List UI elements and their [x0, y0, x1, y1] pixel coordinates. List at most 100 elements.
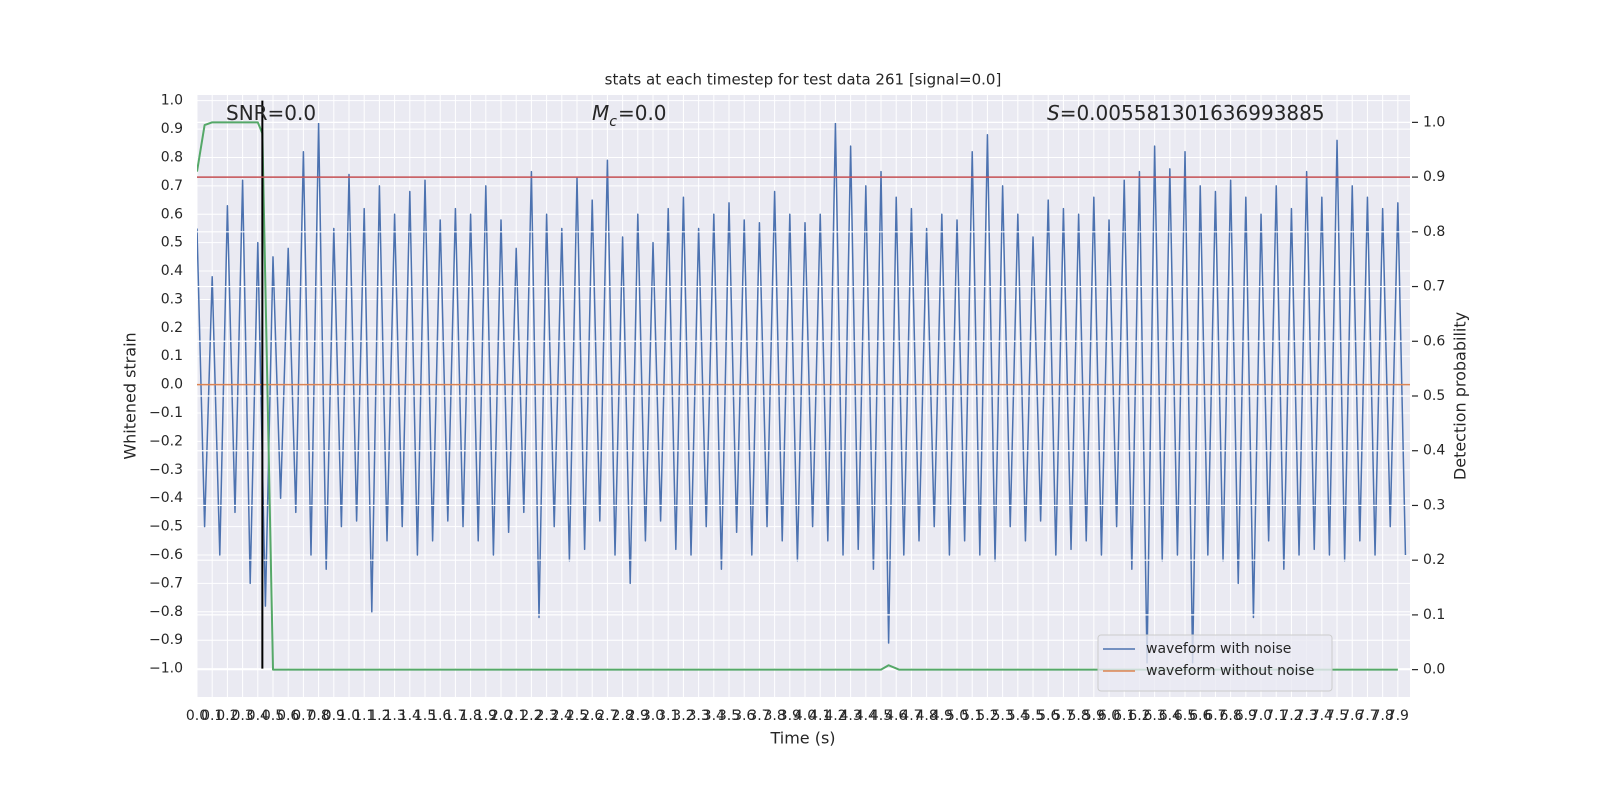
x-tick-label: 5.0 [946, 708, 968, 724]
y-tick-label: 0.1 [161, 348, 183, 364]
legend-label: waveform without noise [1146, 663, 1314, 679]
x-tick-label: 6.8 [1220, 708, 1242, 724]
annotation-text: SNR=0.0 [226, 101, 316, 125]
x-tick-label: 1.8 [459, 708, 481, 724]
x-tick-label: 5.4 [1007, 708, 1029, 724]
x-tick-label: 0.5 [262, 708, 284, 724]
x-tick-label: 4.6 [885, 708, 907, 724]
x-tick-label: 6.1 [1113, 708, 1135, 724]
annotation: SNR=0.0 [226, 101, 316, 125]
x-tick-label: 0.0 [186, 708, 208, 724]
x-tick-label: 0.6 [277, 708, 299, 724]
annotation-symbol: M [592, 101, 609, 125]
x-tick-label: 3.9 [779, 708, 801, 724]
x-tick-label: 1.4 [399, 708, 421, 724]
y2-tick-label: 0.5 [1423, 388, 1445, 404]
x-tick-label: 2.9 [627, 708, 649, 724]
y2-tick-label: 0.4 [1423, 443, 1445, 459]
y2-tick-label: 0.0 [1423, 662, 1445, 678]
legend-label: waveform with noise [1146, 641, 1291, 657]
x-tick-label: 4.1 [809, 708, 831, 724]
x-tick-label: 2.7 [596, 708, 618, 724]
x-tick-label: 0.1 [201, 708, 223, 724]
y-tick-label: −0.4 [149, 490, 183, 506]
annotation-subscript: c [609, 114, 617, 130]
x-tick-label: 2.6 [581, 708, 603, 724]
x-tick-label: 1.9 [475, 708, 497, 724]
x-tick-label: 7.9 [1387, 708, 1409, 724]
x-tick-label: 2.3 [535, 708, 557, 724]
y2-tick-label: 0.6 [1423, 333, 1445, 349]
x-tick-label: 7.1 [1265, 708, 1287, 724]
x-tick-label: 2.1 [505, 708, 527, 724]
annotation: Mc=0.0 [592, 101, 667, 131]
x-tick-label: 3.3 [687, 708, 709, 724]
x-tick-label: 5.3 [991, 708, 1013, 724]
y2-tick-label: 0.7 [1423, 279, 1445, 295]
x-tick-label: 0.2 [216, 708, 238, 724]
x-tick-label: 7.7 [1356, 708, 1378, 724]
x-tick-label: 7.4 [1311, 708, 1333, 724]
x-tick-label: 1.0 [338, 708, 360, 724]
y-tick-label: 0.5 [161, 235, 183, 251]
x-tick-label: 6.4 [1159, 708, 1181, 724]
y-tick-label: −0.9 [149, 632, 183, 648]
x-tick-label: 6.7 [1204, 708, 1226, 724]
legend: waveform with noise waveform without nois… [1097, 634, 1333, 692]
x-tick-label: 7.3 [1296, 708, 1318, 724]
y-tick-label: −1.0 [149, 661, 183, 677]
y-tick-label: 1.0 [161, 93, 183, 109]
y-tick-label: 0.9 [161, 121, 183, 137]
x-tick-label: 6.6 [1189, 708, 1211, 724]
x-tick-label: 6.3 [1143, 708, 1165, 724]
y-tick-label: 0.0 [161, 377, 183, 393]
x-tick-label: 1.6 [429, 708, 451, 724]
x-tick-label: 2.5 [566, 708, 588, 724]
annotation: S=0.005581301636993885 [1047, 101, 1325, 125]
y2-tick-label: 0.9 [1423, 169, 1445, 185]
x-tick-label: 6.0 [1098, 708, 1120, 724]
x-tick-label: 1.5 [414, 708, 436, 724]
x-tick-label: 1.2 [368, 708, 390, 724]
x-tick-label: 2.2 [520, 708, 542, 724]
x-tick-label: 4.7 [900, 708, 922, 724]
y2-tick-label: 0.8 [1423, 224, 1445, 240]
x-tick-label: 5.8 [1067, 708, 1089, 724]
x-tick-label: 1.7 [444, 708, 466, 724]
x-tick-label: 3.6 [733, 708, 755, 724]
y-tick-label: −0.5 [149, 519, 183, 535]
x-tick-label: 3.0 [642, 708, 664, 724]
chart-title: stats at each timestep for test data 261… [605, 71, 1002, 89]
x-tick-label: 4.9 [931, 708, 953, 724]
x-tick-label: 4.2 [824, 708, 846, 724]
x-tick-label: 0.9 [323, 708, 345, 724]
x-tick-label: 6.5 [1174, 708, 1196, 724]
axes: 0.00.10.20.30.40.50.60.70.80.91.01.11.21… [149, 93, 1445, 724]
x-tick-label: 5.2 [976, 708, 998, 724]
x-tick-label: 1.3 [383, 708, 405, 724]
y-tick-label: 0.6 [161, 206, 183, 222]
x-tick-label: 7.0 [1250, 708, 1272, 724]
y-tick-label: −0.7 [149, 575, 183, 591]
annotation-text: =0.0 [618, 101, 667, 125]
x-tick-label: 6.2 [1128, 708, 1150, 724]
legend-box [1097, 634, 1333, 692]
x-tick-label: 4.8 [915, 708, 937, 724]
x-tick-label: 3.5 [718, 708, 740, 724]
series-line [197, 122, 1407, 664]
x-tick-label: 5.9 [1083, 708, 1105, 724]
x-tick-label: 3.8 [763, 708, 785, 724]
x-axis-label: Time (s) [769, 729, 835, 748]
x-tick-label: 6.9 [1235, 708, 1257, 724]
x-tick-label: 2.0 [490, 708, 512, 724]
y-tick-label: −0.1 [149, 405, 183, 421]
x-tick-label: 4.5 [870, 708, 892, 724]
x-tick-label: 5.5 [1022, 708, 1044, 724]
y-tick-label: 0.8 [161, 149, 183, 165]
series-layer [197, 122, 1410, 664]
x-tick-label: 3.7 [748, 708, 770, 724]
x-tick-label: 7.5 [1326, 708, 1348, 724]
y-tick-label: 0.4 [161, 263, 183, 279]
x-tick-label: 3.2 [672, 708, 694, 724]
x-tick-label: 3.4 [703, 708, 725, 724]
